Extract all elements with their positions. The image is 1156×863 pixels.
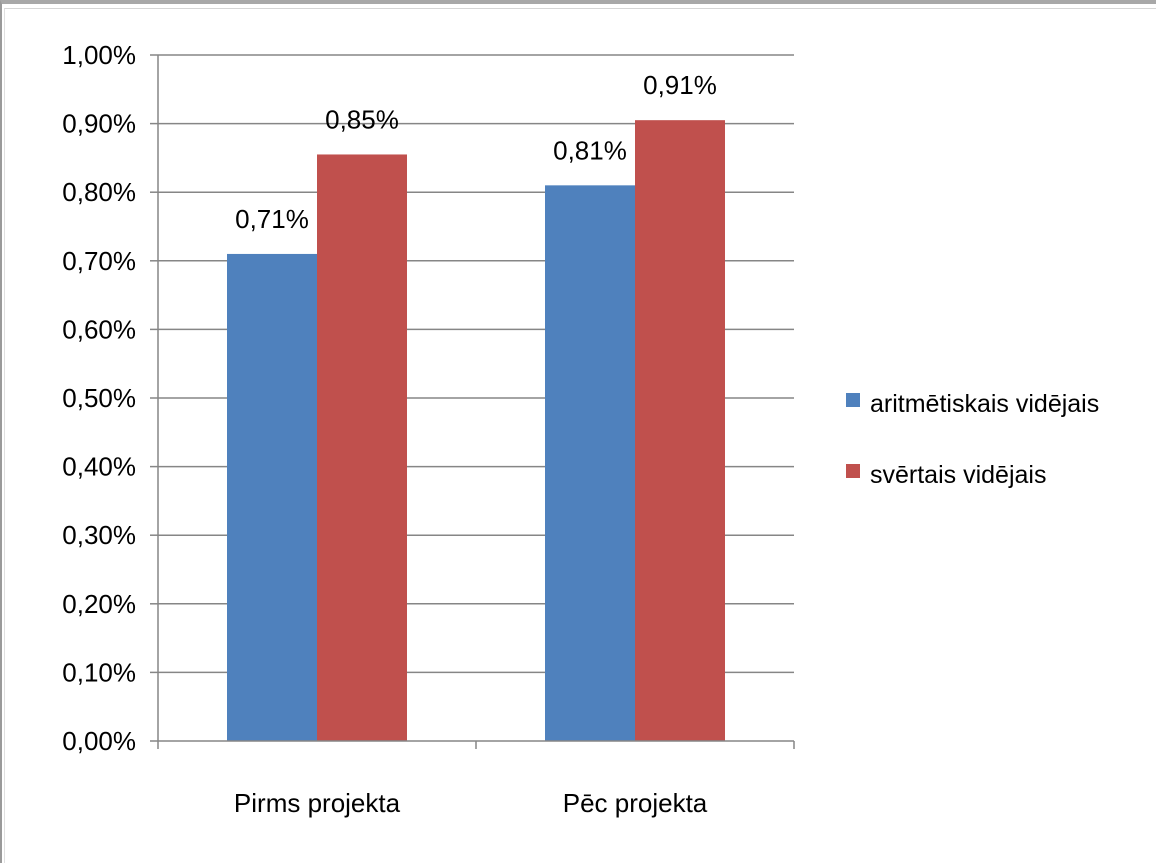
x-axis-categories: Pirms projekta Pēc projekta — [234, 788, 708, 818]
y-tick-label: 0,50% — [62, 383, 136, 413]
bar — [635, 120, 725, 742]
chart-frame-inner — [4, 8, 1156, 863]
data-label: 0,71% — [235, 204, 309, 234]
y-axis-ticks: 0,00% 0,10% 0,20% 0,30% 0,40% 0,50% 0,60% 0,70%… — [62, 40, 158, 756]
y-tick-label: 0,00% — [62, 726, 136, 756]
y-tick-label: 0,80% — [62, 177, 136, 207]
bar — [545, 185, 635, 742]
y-tick-label: 0,40% — [62, 452, 136, 482]
y-tick-label: 0,70% — [62, 246, 136, 276]
x-category-label: Pēc projekta — [563, 788, 708, 818]
legend-swatch — [846, 464, 860, 478]
legend-swatch — [846, 393, 860, 407]
axes — [157, 55, 795, 749]
y-tick-label: 0,30% — [62, 520, 136, 550]
y-tick-label: 0,20% — [62, 589, 136, 619]
x-category-label: Pirms projekta — [234, 788, 401, 818]
data-labels: 0,71% 0,85% 0,81% 0,91% — [235, 70, 717, 234]
bar — [317, 154, 407, 742]
data-label: 0,85% — [325, 104, 399, 134]
legend-label: aritmētiskais vidējais — [870, 390, 1099, 418]
data-label: 0,91% — [643, 70, 717, 100]
y-tick-label: 0,90% — [62, 109, 136, 139]
y-tick-label: 1,00% — [62, 40, 136, 70]
data-label: 0,81% — [553, 135, 627, 165]
bar — [227, 253, 317, 741]
legend-label: svērtais vidējais — [870, 461, 1046, 489]
legend: aritmētiskais vidējais svērtais vidējais — [846, 390, 1099, 489]
y-tick-label: 0,60% — [62, 314, 136, 344]
y-tick-label: 0,10% — [62, 657, 136, 687]
bars — [227, 120, 725, 742]
